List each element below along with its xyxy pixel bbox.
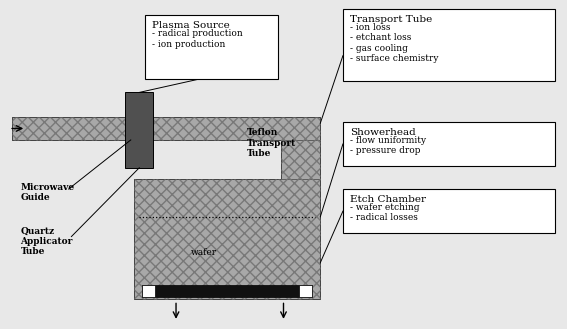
- Text: - flow uniformity: - flow uniformity: [350, 136, 426, 145]
- Bar: [12, 117, 320, 140]
- Text: - radical losses: - radical losses: [350, 213, 417, 222]
- Text: - surface chemistry: - surface chemistry: [350, 54, 438, 63]
- Text: Quartz
Applicator
Tube: Quartz Applicator Tube: [20, 227, 73, 256]
- Bar: [142, 285, 312, 297]
- Bar: [134, 179, 320, 299]
- Text: Etch Chamber: Etch Chamber: [350, 195, 426, 204]
- Bar: [299, 285, 312, 297]
- Bar: [281, 140, 320, 179]
- Text: Plasma Source: Plasma Source: [152, 21, 230, 30]
- Text: Showerhead: Showerhead: [350, 128, 416, 137]
- Text: - ion production: - ion production: [152, 40, 225, 49]
- Text: Transport Tube: Transport Tube: [350, 15, 432, 24]
- Text: - wafer etching: - wafer etching: [350, 203, 419, 212]
- Text: wafer: wafer: [191, 248, 217, 258]
- Bar: [343, 189, 555, 233]
- Bar: [142, 285, 155, 297]
- Text: - ion loss: - ion loss: [350, 23, 390, 32]
- Bar: [12, 117, 320, 140]
- Text: Microwave
Guide: Microwave Guide: [20, 183, 75, 202]
- Text: - radical production: - radical production: [152, 29, 243, 38]
- Text: Teflon
Transport
Tube: Teflon Transport Tube: [247, 128, 296, 158]
- Bar: [343, 9, 555, 81]
- Text: - pressure drop: - pressure drop: [350, 146, 420, 155]
- Bar: [134, 179, 320, 299]
- Bar: [125, 92, 154, 168]
- Bar: [343, 122, 555, 166]
- Bar: [145, 15, 278, 79]
- Text: - gas cooling: - gas cooling: [350, 44, 408, 53]
- Text: - etchant loss: - etchant loss: [350, 33, 411, 42]
- Bar: [281, 140, 320, 179]
